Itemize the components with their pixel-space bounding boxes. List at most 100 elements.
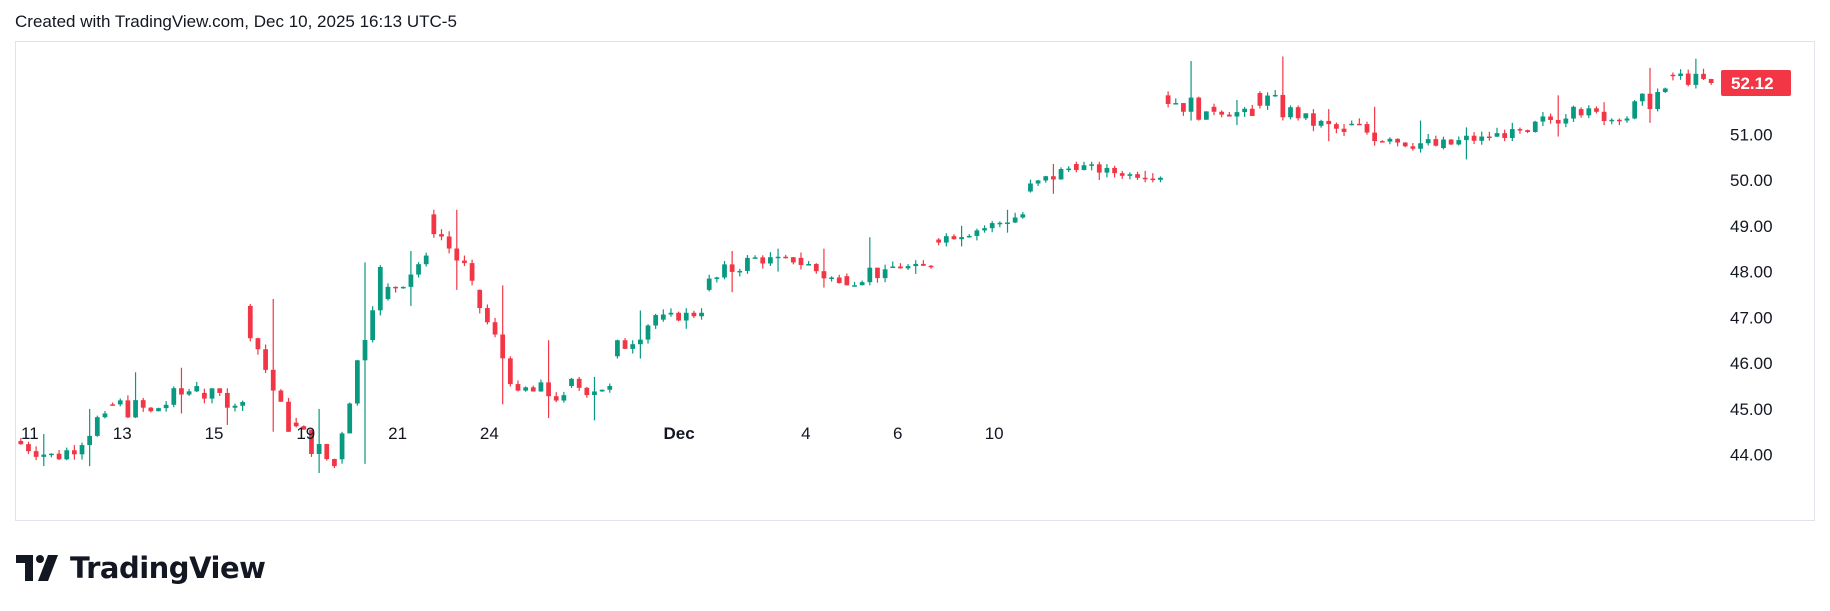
candle-body — [1517, 129, 1523, 131]
candle — [890, 261, 896, 269]
candle-body — [33, 451, 39, 457]
candle — [691, 310, 697, 318]
candle-body — [1486, 136, 1492, 139]
candle-body — [408, 274, 414, 287]
candle — [1379, 140, 1385, 143]
candle-body — [1326, 120, 1332, 125]
candle-body — [729, 264, 735, 272]
candle-body — [1112, 167, 1117, 174]
candle-body — [393, 286, 398, 289]
candle — [1578, 107, 1584, 118]
price-axis[interactable]: 44.00 45.00 46.00 47.00 48.00 49.00 50.00 51.00 — [1730, 125, 1773, 464]
candle — [798, 252, 804, 270]
candle-body — [1058, 169, 1064, 180]
candle — [446, 231, 452, 254]
candle — [1517, 127, 1523, 134]
candle — [293, 417, 299, 428]
candle-body — [49, 453, 54, 456]
candle — [255, 337, 261, 355]
candle-body — [1303, 113, 1309, 119]
candle-body — [278, 390, 284, 402]
candle — [859, 280, 865, 286]
price-tick-label: 49.00 — [1730, 217, 1773, 236]
candle — [515, 380, 521, 392]
candle — [768, 252, 773, 266]
candle-body — [354, 360, 360, 404]
candle-body — [301, 426, 307, 430]
candle-body — [416, 264, 421, 275]
candle-body — [867, 267, 873, 283]
candle-body — [1571, 106, 1576, 119]
candle-body — [125, 400, 131, 418]
candle — [1655, 88, 1661, 112]
candle-body — [1563, 118, 1569, 124]
candle-body — [637, 339, 643, 345]
candle-body — [1012, 217, 1018, 223]
candle-body — [714, 277, 720, 279]
candle-body — [1211, 106, 1217, 112]
candle-body — [217, 388, 223, 393]
candle-body — [523, 387, 529, 391]
tradingview-logo[interactable]: TradingView — [16, 551, 266, 585]
candle — [1096, 161, 1102, 181]
candle-body — [1119, 173, 1125, 176]
candle — [1402, 142, 1408, 148]
candle — [959, 225, 964, 247]
candle-body — [722, 264, 727, 278]
candle-body — [439, 234, 444, 237]
candle — [362, 262, 368, 464]
candle-body — [240, 402, 246, 406]
candle-body — [1165, 95, 1171, 104]
candle — [385, 283, 391, 301]
candle — [1265, 92, 1270, 110]
candle — [1272, 90, 1278, 97]
candle-body — [1272, 94, 1278, 97]
candle-body — [1655, 92, 1661, 110]
candlestick-chart[interactable]: 44.00 45.00 46.00 47.00 48.00 49.00 50.00 51.00… — [15, 41, 1815, 521]
candle — [806, 261, 812, 266]
time-tick-label: Dec — [663, 424, 694, 443]
candle — [607, 383, 613, 393]
time-axis[interactable]: 11 13 15 19 21 24 Dec 4 6 10 — [21, 424, 1004, 443]
candle — [637, 310, 643, 359]
candle-body — [997, 222, 1003, 225]
candle — [347, 402, 353, 434]
candle — [1356, 118, 1362, 126]
candle-body — [423, 255, 429, 265]
candle-body — [1464, 135, 1469, 141]
time-tick-label: 24 — [480, 424, 499, 443]
candle-body — [875, 267, 880, 279]
candle-body — [18, 440, 24, 445]
candle — [1165, 91, 1171, 108]
candle — [920, 260, 926, 266]
candle-body — [920, 263, 926, 266]
candle — [943, 233, 949, 247]
candle — [1326, 109, 1332, 142]
candle-body — [247, 305, 253, 339]
candle-body — [1586, 108, 1592, 116]
candle — [140, 397, 146, 412]
candle-body — [668, 312, 674, 315]
candle — [477, 289, 483, 314]
candle — [989, 221, 995, 233]
candle — [775, 248, 781, 272]
candle-body — [26, 444, 31, 452]
candle-body — [1395, 138, 1400, 143]
candle — [408, 250, 414, 306]
candle — [599, 389, 605, 392]
candle — [1571, 105, 1576, 122]
candle — [1372, 106, 1378, 146]
candle — [87, 408, 93, 467]
candle — [1448, 139, 1454, 146]
candle — [1601, 102, 1607, 126]
candle — [33, 446, 39, 461]
candle — [1586, 105, 1592, 119]
candle-body — [1341, 128, 1347, 132]
candle-body — [1096, 164, 1102, 173]
candle-body — [561, 395, 567, 401]
candle — [64, 447, 70, 461]
price-tick-label: 45.00 — [1730, 400, 1773, 419]
last-price-tag-bg — [1721, 69, 1791, 96]
candle-body — [1028, 183, 1033, 192]
candle — [1341, 124, 1347, 137]
